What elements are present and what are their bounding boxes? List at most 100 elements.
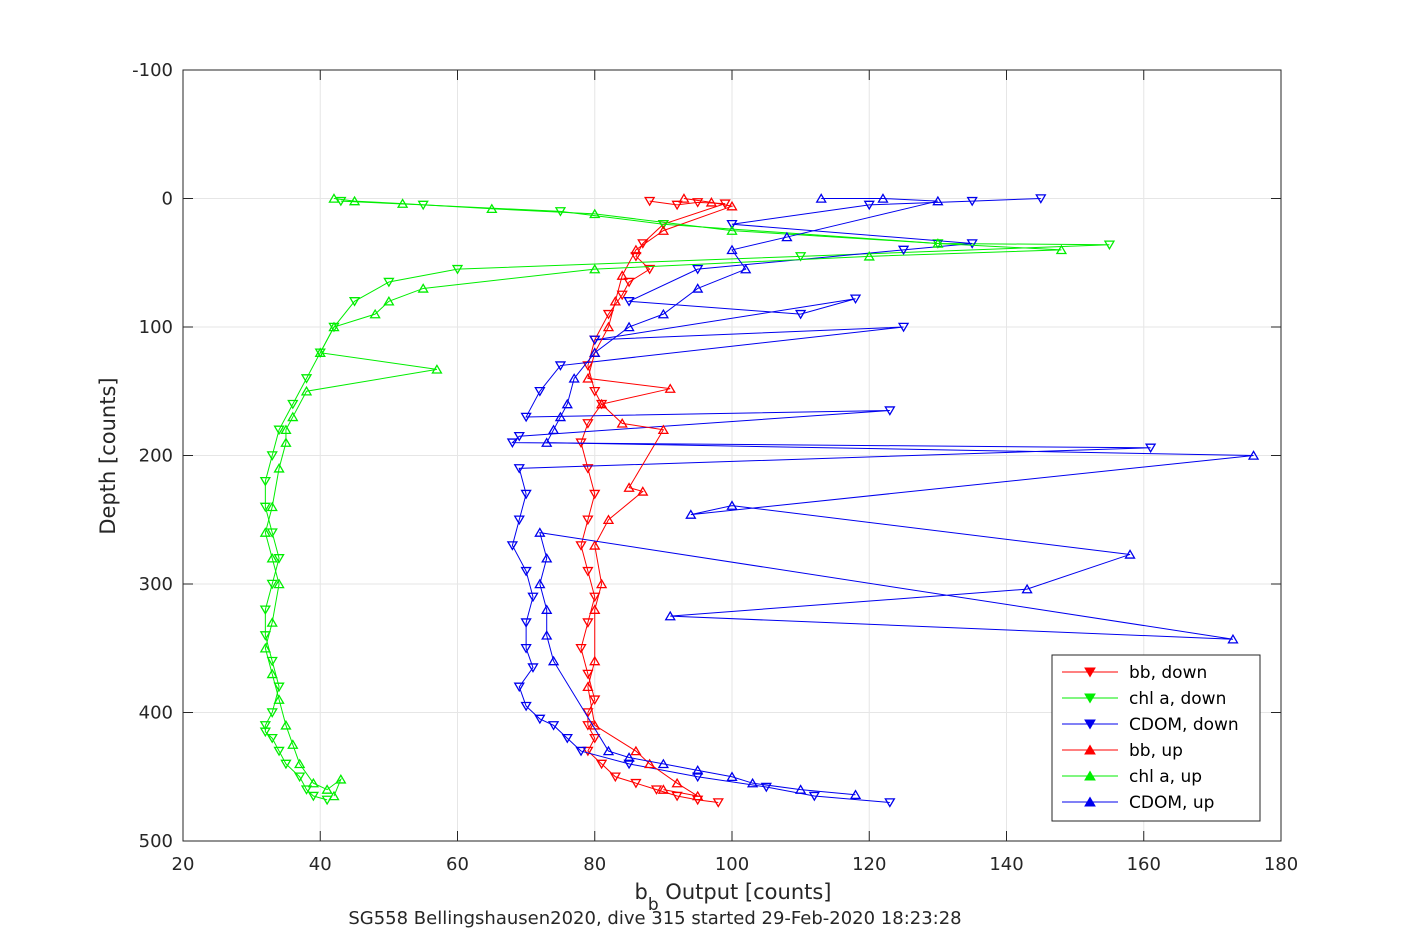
legend-box — [1051, 654, 1261, 822]
y-tick-label: 400 — [139, 703, 173, 724]
data-point — [259, 642, 271, 653]
series-cdom-up — [534, 193, 1260, 799]
data-point — [692, 764, 704, 775]
data-point — [1103, 240, 1116, 251]
x-tick-label: 60 — [446, 854, 469, 875]
legend: bb, down chl a, down CDOM, down bb, up chl a… — [1051, 654, 1261, 822]
data-point — [266, 668, 278, 679]
data-point — [692, 198, 704, 208]
data-point — [582, 419, 594, 429]
data-point — [328, 193, 340, 203]
data-point — [589, 540, 601, 550]
y-tick-label: 500 — [139, 831, 173, 852]
data-point — [589, 489, 601, 500]
data-point — [259, 721, 271, 731]
data-point — [616, 270, 628, 280]
data-point — [486, 203, 498, 214]
data-point — [266, 656, 278, 667]
y-tick-label: 100 — [139, 317, 173, 338]
data-point — [897, 322, 910, 333]
data-point — [966, 239, 978, 249]
y-tick-label: 200 — [139, 446, 173, 467]
data-point — [671, 777, 683, 788]
data-point — [541, 437, 553, 447]
data-point — [932, 238, 944, 248]
data-point — [348, 195, 361, 206]
data-point — [541, 630, 553, 640]
data-point — [273, 554, 285, 564]
data-point — [726, 500, 738, 510]
data-point — [657, 219, 670, 230]
data-point — [287, 411, 299, 422]
data-point — [520, 412, 532, 423]
data-point — [712, 798, 724, 808]
data-point — [657, 308, 670, 319]
data-point — [1035, 194, 1047, 204]
data-point — [692, 264, 704, 275]
data-point — [561, 733, 573, 744]
data-point — [595, 759, 608, 770]
data-point — [534, 386, 546, 397]
data-point — [623, 321, 635, 332]
data-point — [259, 605, 271, 616]
data-point — [630, 252, 642, 262]
series-line — [539, 198, 1254, 796]
x-tick-label: 180 — [1264, 854, 1298, 875]
data-point — [547, 655, 560, 666]
data-point — [760, 782, 772, 793]
x-tick-label: 120 — [852, 854, 886, 875]
data-point — [547, 424, 560, 435]
data-point — [726, 219, 738, 230]
data-point — [280, 437, 292, 447]
data-point — [348, 297, 361, 307]
data-point — [609, 772, 621, 783]
data-point — [287, 399, 299, 410]
data-point — [740, 263, 752, 274]
data-point — [602, 514, 615, 524]
data-point — [294, 758, 306, 769]
data-point — [589, 733, 601, 744]
x-tick-label: 40 — [309, 854, 332, 875]
data-point — [726, 225, 738, 235]
data-point — [630, 244, 642, 255]
data-point — [678, 193, 690, 203]
data-point — [259, 727, 271, 738]
data-point — [335, 773, 347, 784]
data-point — [369, 308, 381, 319]
data-point — [520, 701, 532, 712]
data-point — [287, 739, 299, 749]
data-point — [513, 682, 525, 693]
legend-marker — [1084, 667, 1096, 678]
data-point — [280, 759, 292, 770]
data-point — [616, 418, 628, 428]
x-tick-label: 20 — [172, 854, 195, 875]
data-point — [266, 552, 278, 563]
x-tick-label: 140 — [989, 854, 1023, 875]
data-point — [520, 489, 532, 500]
data-point — [644, 758, 656, 769]
data-point — [383, 295, 395, 306]
data-point — [328, 321, 340, 332]
data-point — [575, 746, 587, 757]
data-point — [582, 746, 594, 757]
data-point — [719, 199, 731, 209]
data-point — [685, 509, 697, 519]
data-point — [1021, 583, 1033, 594]
x-tick-label: 80 — [583, 854, 606, 875]
data-point — [520, 644, 532, 654]
data-point — [582, 373, 594, 383]
data-point — [273, 694, 285, 704]
data-point — [506, 541, 519, 551]
data-point — [794, 784, 807, 794]
data-point — [589, 655, 601, 666]
legend-marker — [1084, 719, 1096, 730]
legend-marker — [1084, 744, 1096, 755]
data-point — [273, 746, 285, 757]
data-point — [589, 386, 601, 397]
data-point — [637, 486, 649, 496]
data-point — [541, 552, 553, 563]
y-tick-label: 0 — [162, 189, 173, 210]
data-point — [884, 798, 896, 808]
data-point — [1144, 443, 1157, 454]
data-point — [541, 604, 553, 614]
